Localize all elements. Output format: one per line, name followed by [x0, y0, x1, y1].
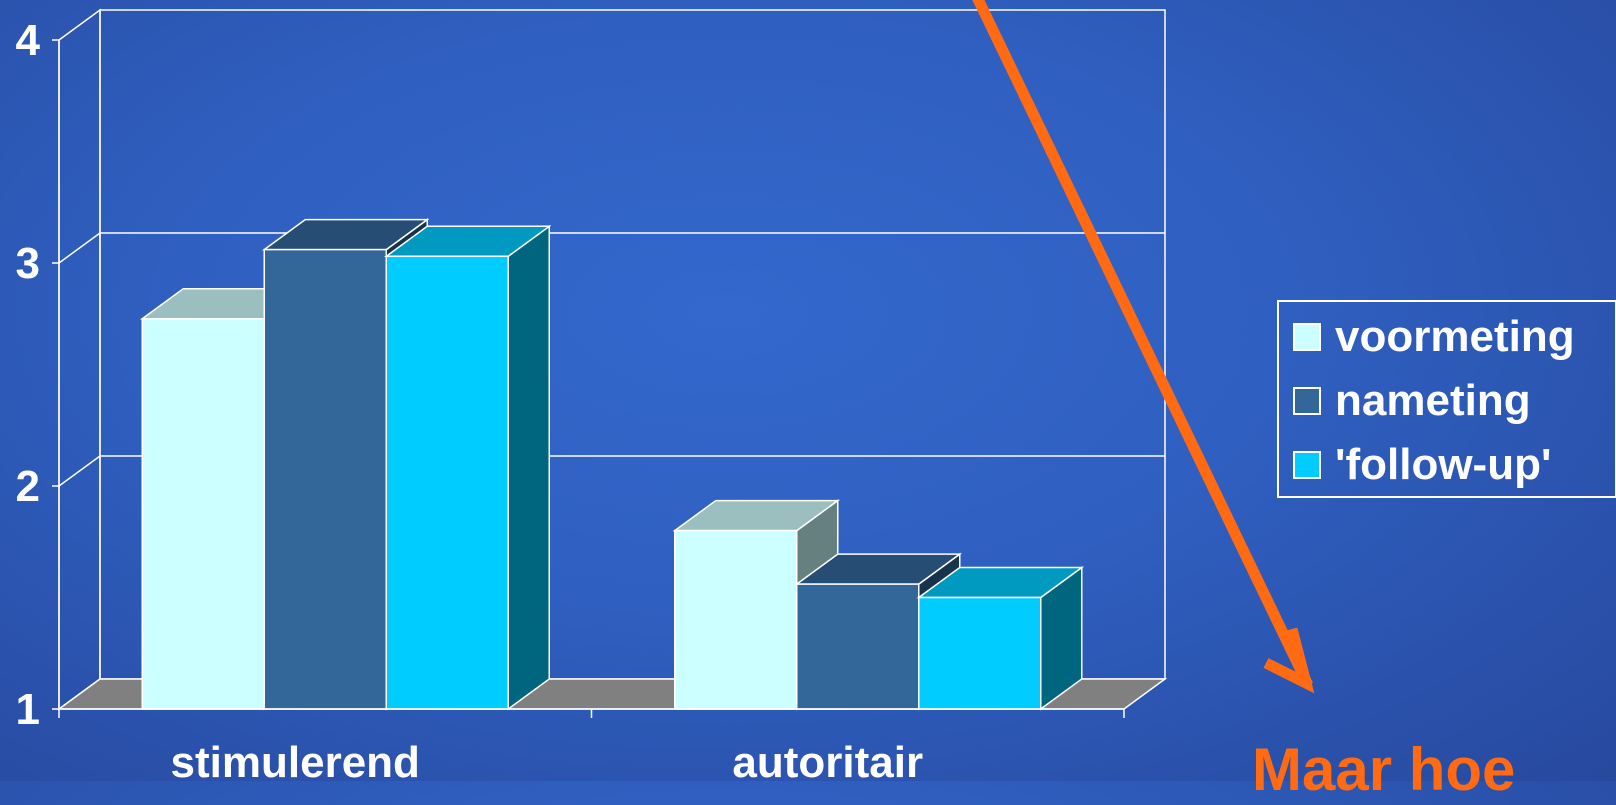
- x-category-label: autoritair: [732, 738, 923, 781]
- y-tick-label: 3: [16, 239, 40, 288]
- gridline-side: [58, 455, 101, 487]
- y-tick-label: 4: [16, 16, 41, 65]
- y-tick-labels: 1 2 3 4: [16, 16, 41, 734]
- bar-side: [507, 224, 550, 711]
- arrow-head: [1263, 627, 1315, 694]
- bar: [263, 248, 387, 710]
- chart-axes: [52, 39, 1125, 718]
- legend-swatch: [1293, 387, 1321, 415]
- bar-chart: 1 2 3 4 stimulerend autoritair: [16, 0, 1315, 781]
- gridline-side: [58, 232, 101, 264]
- annotation-text: Maar hoe: [1252, 736, 1516, 803]
- legend-label: voormeting: [1335, 312, 1575, 361]
- legend-item-voormeting: voormeting: [1293, 312, 1575, 362]
- bar: [674, 529, 798, 710]
- x-category-labels: stimulerend autoritair: [171, 738, 924, 781]
- legend-item-nameting: nameting: [1293, 376, 1531, 426]
- legend-label: 'follow-up': [1335, 440, 1552, 489]
- arrow-shaft: [972, 0, 1313, 688]
- bar: [141, 318, 265, 710]
- bar: [796, 583, 920, 710]
- legend-label: nameting: [1335, 376, 1531, 425]
- chart-legend: voormeting nameting 'follow-up': [1277, 300, 1616, 498]
- legend-swatch: [1293, 323, 1321, 351]
- bar: [385, 255, 509, 710]
- x-category-label: stimulerend: [171, 738, 420, 781]
- y-tick-label: 2: [16, 462, 40, 511]
- y-tick-label: 1: [16, 685, 40, 734]
- legend-swatch: [1293, 451, 1321, 479]
- annotation-arrow: [972, 0, 1315, 694]
- side-wall: [58, 8, 101, 711]
- bar: [918, 596, 1042, 710]
- legend-item-follow-up: 'follow-up': [1293, 440, 1551, 490]
- chart-bars: [139, 218, 1085, 711]
